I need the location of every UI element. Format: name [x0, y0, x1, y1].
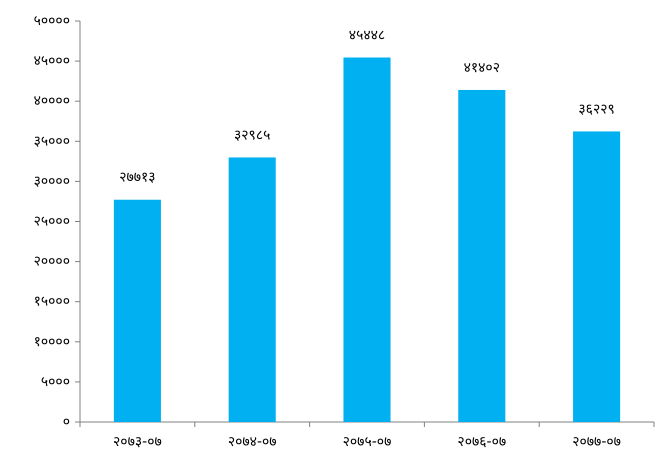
- data-label: ३२९८५: [234, 127, 270, 143]
- y-tick-label: २५०००: [34, 214, 70, 230]
- x-tick-label: २०७७-०७: [572, 434, 621, 450]
- bar: [113, 199, 161, 422]
- bar: [343, 57, 391, 422]
- bar: [458, 89, 506, 422]
- x-tick-label: २०७४-०७: [228, 434, 277, 450]
- y-tick-label: ४००००: [34, 93, 70, 109]
- y-tick-label: २००००: [34, 254, 70, 270]
- x-tick-label: २०७५-०७: [343, 434, 392, 450]
- y-tick-label: १५०००: [34, 294, 70, 310]
- bar: [228, 157, 276, 422]
- bar: [573, 131, 621, 422]
- x-tick-label: २०७६-०७: [457, 434, 506, 450]
- x-tick-label: २०७३-०७: [113, 434, 162, 450]
- y-tick-label: ०: [63, 414, 70, 430]
- y-tick-label: ३५०००: [34, 133, 70, 149]
- data-label: ३६२२९: [578, 101, 614, 117]
- y-tick-label: ४५०००: [34, 53, 70, 69]
- y-tick-label: ५०००: [41, 374, 70, 390]
- data-label: ४५४४८: [349, 28, 385, 44]
- y-tick-label: ३००००: [34, 173, 70, 189]
- data-label: ४१४०२: [464, 60, 500, 76]
- y-tick-label: १००००: [34, 334, 70, 350]
- y-tick-label: ५००००: [34, 13, 70, 29]
- data-label: २७७१३: [119, 170, 155, 186]
